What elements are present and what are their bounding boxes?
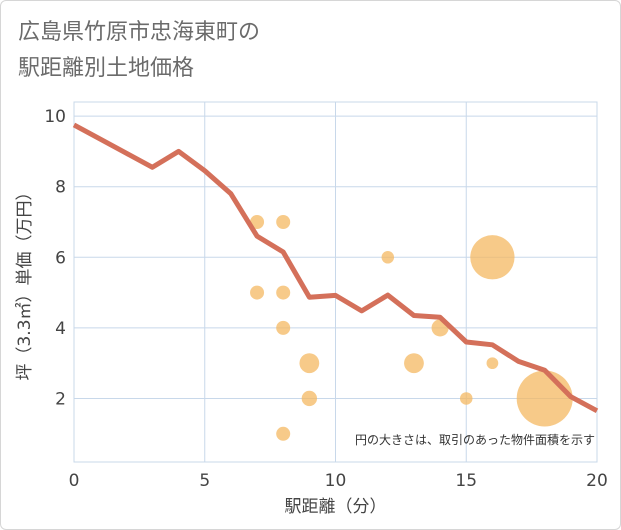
bubble-point (470, 235, 515, 280)
bubble-point (404, 353, 424, 374)
x-tick-label: 0 (69, 471, 80, 491)
x-tick-label: 20 (586, 471, 608, 491)
y-tick-label: 8 (55, 178, 66, 198)
chart-title-line2: 駅距離別土地価格 (18, 56, 195, 81)
bubble-point (276, 426, 291, 441)
x-axis-ticks: 0 5 10 15 20 (69, 471, 608, 491)
y-axis-ticks: 2 4 6 8 10 (44, 107, 66, 409)
y-tick-label: 2 (55, 389, 66, 409)
bubble-point (381, 251, 395, 264)
bubble-point (250, 285, 265, 300)
y-tick-label: 6 (55, 248, 66, 268)
y-axis-label: 坪（3.3㎡）単価（万円） (15, 183, 35, 380)
bubble-point (276, 215, 291, 229)
bubble-point (276, 320, 291, 335)
x-axis-label: 駅距離（分） (285, 497, 387, 517)
y-tick-label: 10 (44, 107, 66, 127)
bubble-point (459, 392, 473, 405)
x-tick-label: 10 (325, 471, 347, 491)
chart-title: 広島県竹原市忠海東町の 駅距離別土地価格 (18, 15, 260, 87)
y-tick-label: 4 (55, 319, 66, 339)
bubble-point (516, 370, 573, 427)
x-tick-label: 5 (199, 471, 210, 491)
trend-line (72, 122, 599, 414)
bubble-point (301, 390, 318, 407)
bubble-point (299, 353, 320, 374)
bubble-point (250, 215, 265, 229)
x-tick-label: 15 (455, 471, 477, 491)
bubble-point (276, 285, 291, 300)
plot-area (73, 101, 598, 463)
chart-title-line1: 広島県竹原市忠海東町の (18, 20, 261, 45)
bubble-point (486, 357, 499, 370)
bubble-size-note: 円の大きさは、取引のあった物件面積を示す (355, 432, 595, 447)
